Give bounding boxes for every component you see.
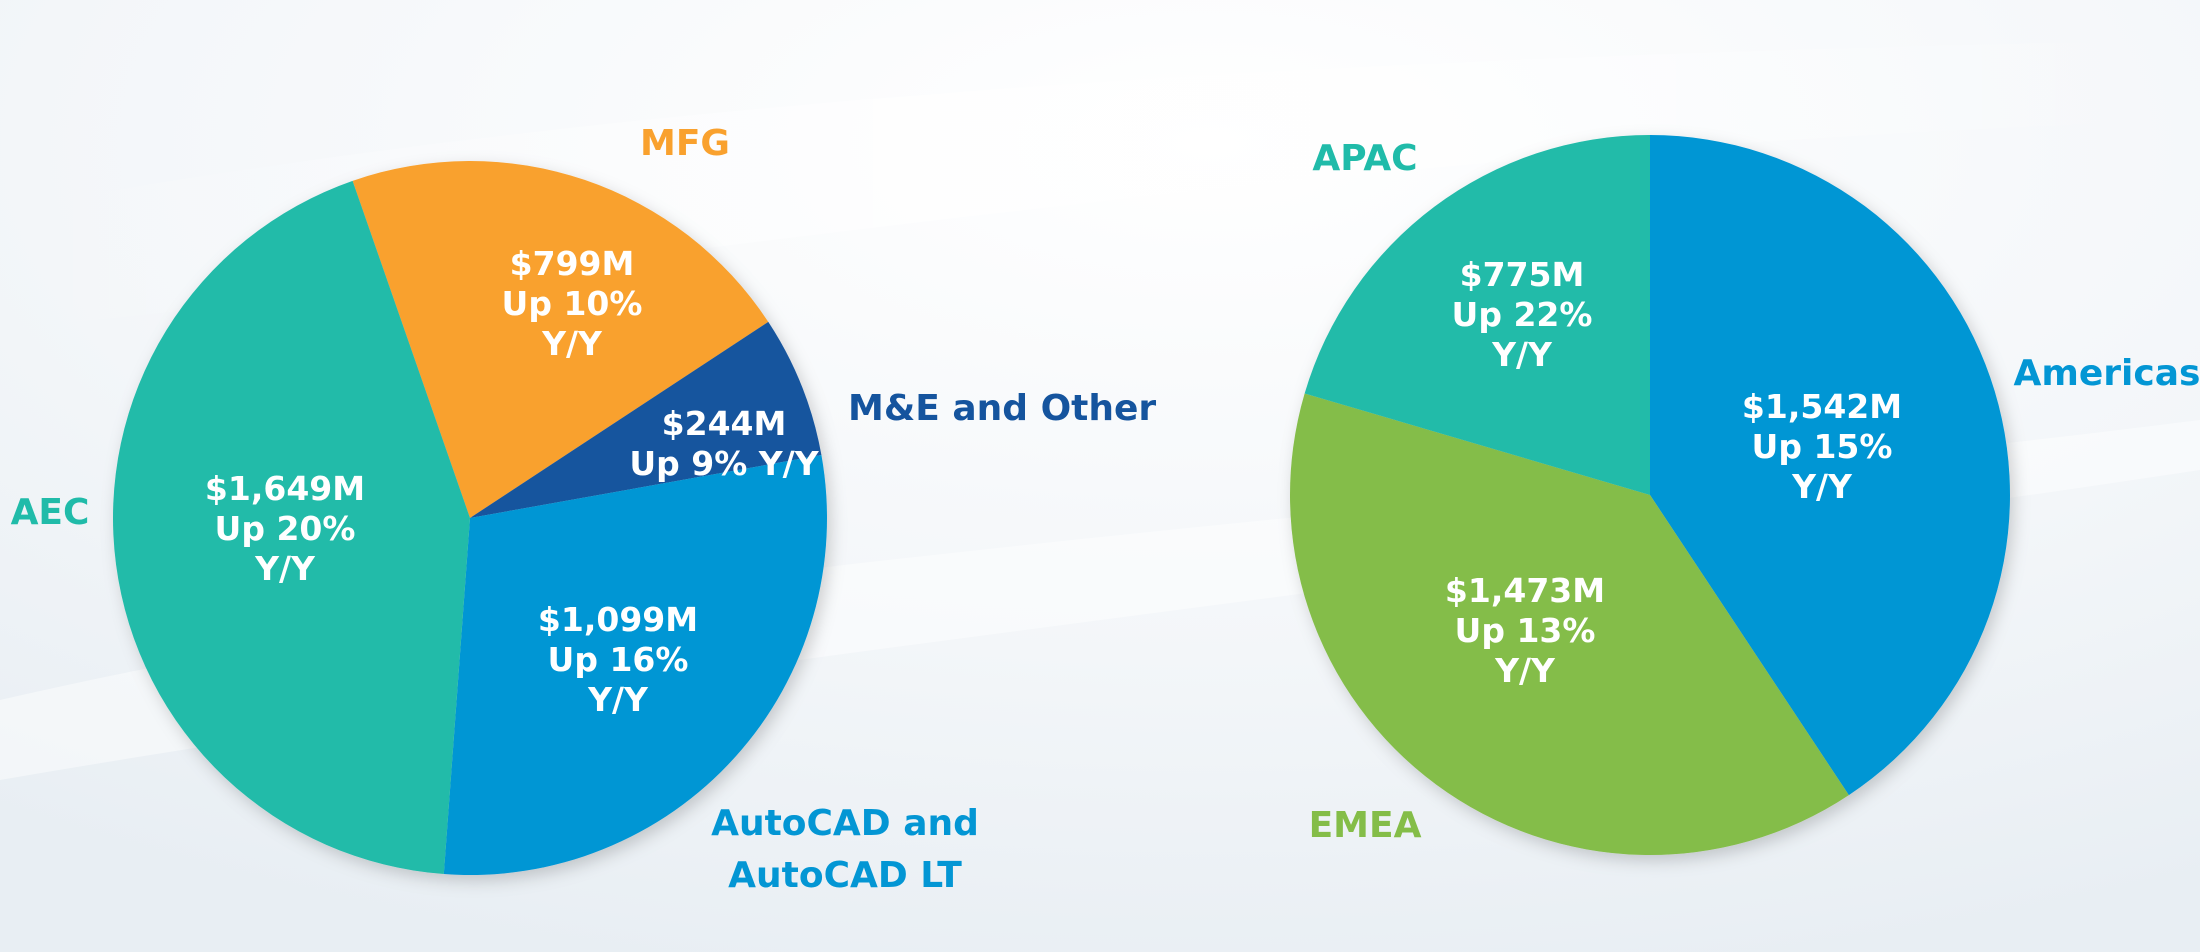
pie-slice-mfg (352, 161, 769, 518)
pie-slice-emea (1290, 393, 1849, 855)
slice-value-label-mfg: $799M Up 10% Y/Y (502, 244, 643, 363)
slice-value-line: Up 20% (215, 509, 356, 548)
pie-slice-americas (1650, 135, 2010, 796)
slice-value-label-autocad-and-autocad-lt: $1,099M Up 16% Y/Y (538, 600, 698, 719)
slice-value-line: Up 15% (1752, 427, 1893, 466)
category-label-line: Americas (2014, 353, 2200, 394)
pie-slice-autocad-and-autocad-lt (443, 455, 828, 876)
slice-value-label-aec: $1,649M Up 20% Y/Y (205, 469, 365, 588)
slice-value-line: Y/Y (541, 324, 603, 363)
slice-value-line: $1,542M (1742, 387, 1902, 426)
slice-value-line: Y/Y (587, 680, 649, 719)
slice-value-line: Up 13% (1455, 611, 1596, 650)
category-label-line: AEC (11, 492, 90, 533)
slice-value-label-emea: $1,473M Up 13% Y/Y (1445, 571, 1605, 690)
category-label-line: EMEA (1309, 805, 1422, 846)
category-label-aec: AEC (11, 492, 90, 533)
category-label-mfg: MFG (640, 123, 730, 164)
slice-value-line: Y/Y (1791, 467, 1853, 506)
category-label-line: MFG (640, 123, 730, 164)
slice-value-line: Up 22% (1452, 295, 1593, 334)
pie-slice-mande-and-other (470, 321, 822, 518)
category-label-autocad-and-autocad-lt: AutoCAD and AutoCAD LT (711, 803, 979, 896)
category-label-emea: EMEA (1309, 805, 1422, 846)
category-label-line: M&E and Other (848, 388, 1156, 429)
category-label-americas: Americas (2014, 353, 2200, 394)
pie-chart-products (112, 161, 828, 876)
pie-chart-regions (1290, 135, 2010, 855)
pie-slice-aec (112, 180, 471, 875)
slice-value-line: Y/Y (1491, 335, 1553, 374)
slice-value-line: Up 16% (548, 640, 689, 679)
pie-slice-apac (1304, 135, 1650, 495)
slice-value-line: $1,649M (205, 469, 365, 508)
category-label-line: AutoCAD and (711, 803, 979, 844)
slice-value-line: Y/Y (254, 549, 316, 588)
slice-value-line: Y/Y (1494, 651, 1556, 690)
slice-value-label-mande-and-other: $244M Up 9% Y/Y (629, 404, 819, 483)
category-label-line: APAC (1312, 138, 1417, 179)
category-label-line: AutoCAD LT (728, 855, 962, 896)
category-label-apac: APAC (1312, 138, 1417, 179)
slice-value-line: $1,473M (1445, 571, 1605, 610)
slice-value-line: $799M (510, 244, 635, 283)
slice-value-line: Up 9% Y/Y (629, 444, 819, 483)
slice-value-line: $244M (662, 404, 787, 443)
slice-value-line: Up 10% (502, 284, 643, 323)
slice-value-label-apac: $775M Up 22% Y/Y (1452, 255, 1593, 374)
category-label-mande-and-other: M&E and Other (848, 388, 1156, 429)
slice-value-label-americas: $1,542M Up 15% Y/Y (1742, 387, 1902, 506)
slice-value-line: $1,099M (538, 600, 698, 639)
slice-value-line: $775M (1460, 255, 1585, 294)
